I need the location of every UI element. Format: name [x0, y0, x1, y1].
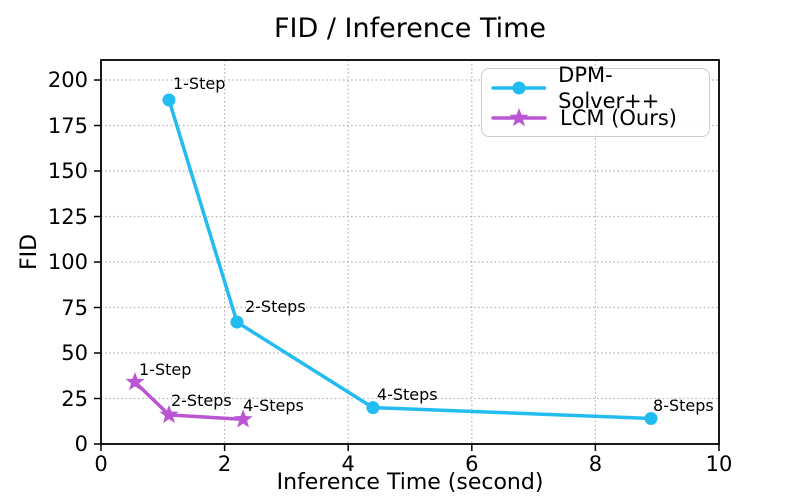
- x-tick-label-10: 10: [705, 452, 733, 476]
- legend-entry-dpm-solver: DPM-Solver++: [482, 63, 709, 113]
- series-dpm-solver: [162, 93, 658, 426]
- data-point-dpm-solver-1-step: [162, 93, 176, 107]
- line-circle-marker-icon: [491, 81, 547, 94]
- data-point-dpm-solver-8-steps: [644, 412, 658, 426]
- point-label-dpm-solver-8-steps: 8-Steps: [653, 395, 714, 415]
- x-tick-label-8: 8: [588, 452, 603, 476]
- y-tick-label-25: 25: [61, 386, 88, 411]
- point-label-lcm-ours-4-steps: 4-Steps: [243, 396, 304, 416]
- series-lcm-ours: [125, 372, 253, 428]
- x-axis-label: Inference Time (second): [276, 470, 544, 495]
- point-label-dpm-solver-4-steps: 4-Steps: [376, 384, 438, 404]
- x-tick-label-0: 0: [94, 452, 108, 476]
- y-tick-label-125: 125: [47, 204, 88, 229]
- point-label-lcm-ours-1-step: 1-Step: [138, 360, 192, 380]
- point-label-dpm-solver-1-step: 1-Step: [172, 74, 226, 94]
- y-tick-label-150: 150: [47, 159, 88, 183]
- y-tick-label-200: 200: [47, 68, 88, 93]
- data-point-lcm-ours-4-steps: [233, 409, 253, 428]
- y-tick-label-50: 50: [61, 341, 88, 365]
- x-tick-label-6: 6: [465, 452, 479, 476]
- y-tick-label-0: 0: [74, 432, 88, 456]
- x-tick-label-4: 4: [341, 452, 355, 476]
- legend: DPM-Solver++ LCM (Ours): [481, 63, 710, 137]
- axes-box: [100, 59, 720, 445]
- data-point-lcm-ours-1-step: [125, 372, 145, 391]
- y-tick-label-75: 75: [61, 295, 88, 320]
- y-tick-label-100: 100: [47, 250, 88, 274]
- legend-label: LCM (Ours): [560, 105, 677, 130]
- legend-label: DPM-Solver++: [558, 62, 660, 113]
- series-line-dpm-solver: [167, 98, 653, 421]
- line-star-marker-icon: [491, 107, 547, 126]
- data-point-dpm-solver-4-steps: [366, 401, 380, 415]
- data-point-dpm-solver-2-steps: [230, 315, 244, 329]
- legend-entry-lcm: LCM (Ours): [482, 103, 709, 133]
- point-label-dpm-solver-2-steps: 2-Steps: [244, 297, 306, 317]
- data-point-lcm-ours-2-steps: [159, 404, 179, 423]
- y-tick-label-175: 175: [47, 113, 88, 138]
- point-label-lcm-ours-2-steps: 2-Steps: [170, 390, 232, 410]
- chart-title: FID / Inference Time: [273, 13, 547, 44]
- x-tick-label-2: 2: [217, 452, 232, 476]
